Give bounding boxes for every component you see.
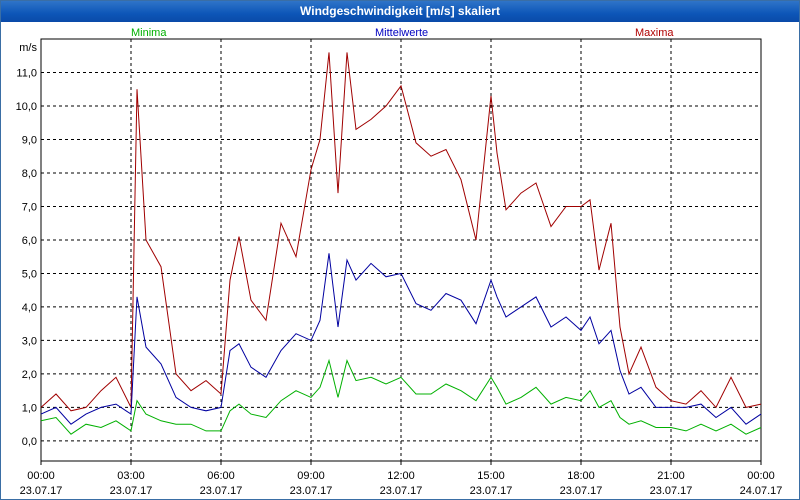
legend-maxima: Maxima bbox=[635, 27, 674, 39]
y-axis-label: m/s bbox=[19, 42, 37, 54]
y-tick-label: 5,0 bbox=[22, 268, 37, 280]
series-line-minima bbox=[40, 358, 762, 435]
x-tick-time: 18:00 bbox=[567, 470, 595, 482]
y-tick-label: 4,0 bbox=[22, 302, 37, 314]
y-tick-label: 0,0 bbox=[22, 436, 37, 448]
y-tick-label: 7,0 bbox=[22, 201, 37, 213]
x-tick-date: 23.07.17 bbox=[470, 485, 513, 497]
series-line-mittelwerte bbox=[40, 253, 762, 425]
x-tick-date: 23.07.17 bbox=[110, 485, 153, 497]
x-tick-date: 23.07.17 bbox=[650, 485, 693, 497]
x-tick-time: 00:00 bbox=[27, 470, 55, 482]
x-tick-date: 23.07.17 bbox=[20, 485, 63, 497]
x-tick-time: 09:00 bbox=[297, 470, 325, 482]
legend-minima: Minima bbox=[131, 27, 167, 39]
x-tick-time: 06:00 bbox=[207, 470, 235, 482]
x-tick-time: 12:00 bbox=[387, 470, 415, 482]
x-tick-time: 00:00 bbox=[747, 470, 775, 482]
x-tick-time: 15:00 bbox=[477, 470, 505, 482]
y-tick-label: 10,0 bbox=[16, 101, 37, 113]
x-tick-date: 23.07.17 bbox=[200, 485, 243, 497]
y-tick-label: 2,0 bbox=[22, 369, 37, 381]
x-tick-date: 24.07.17 bbox=[740, 485, 783, 497]
series-line-maxima bbox=[40, 52, 762, 412]
y-tick-label: 9,0 bbox=[22, 134, 37, 146]
legend-mittelwerte: Mittelwerte bbox=[375, 27, 429, 39]
x-tick-time: 21:00 bbox=[657, 470, 685, 482]
y-tick-label: 8,0 bbox=[22, 168, 37, 180]
y-tick-label: 3,0 bbox=[22, 335, 37, 347]
x-tick-date: 23.07.17 bbox=[380, 485, 423, 497]
x-tick-date: 23.07.17 bbox=[560, 485, 603, 497]
y-tick-label: 11,0 bbox=[16, 67, 37, 79]
y-tick-label: 1,0 bbox=[22, 402, 37, 414]
y-tick-label: 6,0 bbox=[22, 235, 37, 247]
x-tick-time: 03:00 bbox=[117, 470, 145, 482]
x-tick-date: 23.07.17 bbox=[290, 485, 333, 497]
window-title: Windgeschwindigkeit [m/s] skaliert bbox=[1, 1, 799, 22]
